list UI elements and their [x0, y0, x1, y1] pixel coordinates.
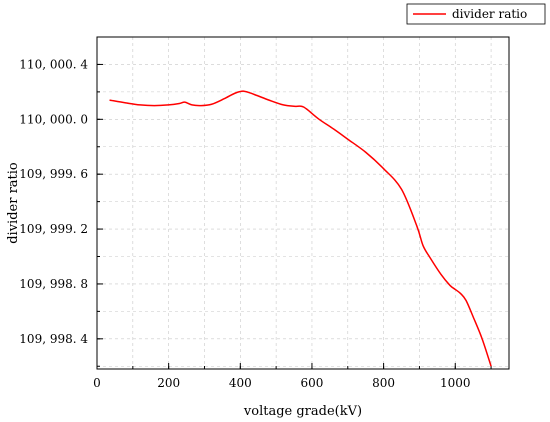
y-axis-label: divider ratio: [6, 162, 21, 244]
x-tick-label: 400: [229, 376, 252, 390]
legend: divider ratio: [406, 3, 546, 25]
y-tick-label: 110, 000. 0: [19, 112, 88, 126]
legend-box: [406, 3, 546, 25]
x-tick-label: 600: [301, 376, 324, 390]
x-axis-label: voltage grade(kV): [243, 404, 362, 419]
y-axis-ticks: 109, 998. 4 109, 998. 8 109, 999. 2 109, 99…: [19, 36, 103, 367]
x-tick-label: 800: [372, 376, 395, 390]
series-line-divider-ratio: [109, 90, 492, 367]
x-tick-label: 200: [157, 376, 180, 390]
x-tick-label: 0: [93, 376, 101, 390]
series-group: [109, 90, 492, 367]
y-tick-label: 109, 998. 8: [19, 277, 88, 291]
y-tick-label: 109, 998. 4: [19, 332, 88, 346]
y-tick-label: 109, 999. 2: [19, 222, 88, 236]
y-tick-label: 109, 999. 6: [19, 167, 88, 181]
plot-frame: [96, 36, 510, 370]
y-tick-label: 110, 000. 4: [19, 57, 88, 71]
x-tick-label: 1000: [440, 376, 471, 390]
grid-group: [97, 37, 509, 369]
x-axis-ticks: 0 200 400 600 800 1000: [93, 363, 492, 390]
legend-label: divider ratio: [452, 7, 527, 21]
plot-area: [96, 36, 510, 370]
